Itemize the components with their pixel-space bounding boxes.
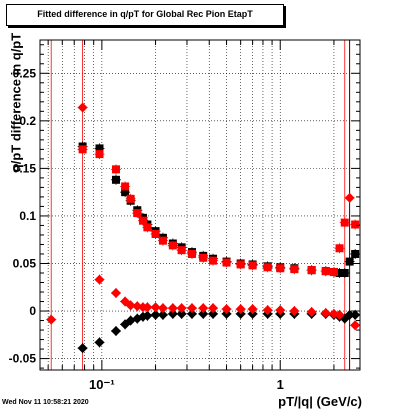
data-point-square [133,209,142,218]
data-point-square [345,257,354,266]
data-point-diamond [247,304,258,315]
y-tick-label: 0.15 [13,161,37,175]
y-tick-label: 0.2 [19,114,36,128]
data-point-diamond [142,310,153,321]
y-tick-label: -0.05 [9,352,37,366]
axis-ticks [40,40,360,370]
y-tick-labels: -0.05 0 0.05 0.1 0.15 0.2 0.25 [9,66,37,365]
data-point-square [199,253,208,262]
data-point-square [177,246,186,255]
data-point-square [168,241,177,250]
data-point-square [143,223,152,232]
y-axis-label: q/pT difference in q/pT [8,32,24,173]
data-point-diamond [208,308,219,319]
data-point-diamond [320,307,331,318]
data-point-square [335,244,344,253]
x-tick-label: 1 [277,377,284,392]
error-bars [46,40,361,370]
data-point-diamond [186,308,197,319]
data-point-square [335,268,344,277]
data-point-square [248,261,257,270]
x-tick-labels: 10⁻¹ 1 [89,377,284,392]
data-point-diamond [167,303,178,314]
data-point-square [321,267,330,276]
data-point-diamond [306,306,317,317]
data-point-square [151,230,160,239]
title-box: Fitted difference in q/pT for Global Rec… [6,4,284,26]
data-point-diamond [157,303,168,314]
x-tick-label: 10⁻¹ [89,377,115,392]
data-point-diamond [94,337,105,348]
data-point-square [329,268,338,277]
data-point-diamond [110,326,121,337]
data-point-square [340,218,349,227]
data-point-diamond [186,303,197,314]
data-point-diamond [110,287,121,298]
data-point-square [121,188,130,197]
data-point-diamond [167,308,178,319]
data-point-square [111,175,120,184]
data-point-square [126,194,135,203]
data-point-diamond [208,303,219,314]
data-point-diamond [334,309,345,320]
data-point-square [340,268,349,277]
data-point-square [351,249,360,258]
data-point-diamond [176,303,187,314]
data-point-diamond [198,308,209,319]
data-point-diamond [221,304,232,315]
data-point-diamond [262,305,273,316]
data-point-diamond [176,308,187,319]
data-point-square [95,144,104,153]
data-point-square [351,220,360,229]
data-point-square [263,263,272,272]
data-point-square [111,165,120,174]
data-point-diamond [235,304,246,315]
data-point-diamond [94,274,105,285]
x-axis-label: pT/|q| (GeV/c) [278,394,362,409]
data-point-square [307,266,316,275]
y-tick-label: 0 [29,304,36,318]
data-point-square [276,264,285,273]
y-tick-label: 0.1 [19,209,36,223]
data-point-square [222,258,231,267]
data-point-diamond [125,300,136,311]
data-point-square [290,265,299,274]
data-point-diamond [150,302,161,313]
data-point-diamond [77,343,88,354]
data-point-diamond [350,320,361,331]
data-point-diamond [350,309,361,320]
timestamp: Wed Nov 11 10:58:21 2020 [2,399,89,406]
data-point-square [158,236,167,245]
data-point-diamond [198,303,209,314]
data-point-diamond [157,309,168,320]
data-point-diamond [344,309,355,320]
data-point-diamond [142,302,153,313]
y-tick-label: 0.25 [13,66,37,80]
data-point-diamond [77,102,88,113]
data-point-diamond [275,305,286,316]
y-tick-label: 0.05 [13,256,37,270]
data-point-diamond [150,309,161,320]
data-point-square [187,249,196,258]
data-point-diamond [46,314,57,325]
data-point-square [121,182,130,191]
data-point-diamond [344,192,355,203]
data-point-square [138,216,147,225]
grid [40,40,360,370]
plot-frame [39,39,361,371]
chart-title: Fitted difference in q/pT for Global Rec… [37,9,253,19]
data-markers [46,102,361,354]
data-point-square [236,260,245,269]
data-point-square [95,150,104,159]
data-point-square [209,256,218,265]
data-point-diamond [289,306,300,317]
data-point-square [78,145,87,154]
